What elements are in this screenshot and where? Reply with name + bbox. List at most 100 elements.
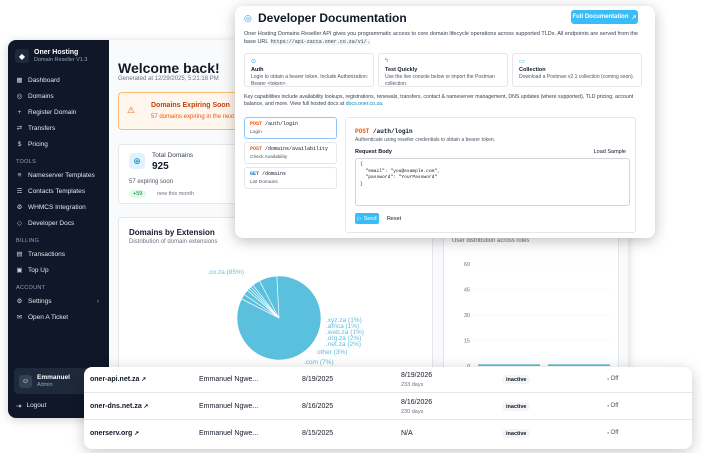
registered-cell: 8/19/2025: [302, 376, 334, 383]
console-path: /auth/login: [373, 128, 413, 135]
nav-section-tools: TOOLS: [16, 159, 37, 165]
endpoint-description: Login: [250, 130, 262, 135]
wallet-icon: ▣: [16, 267, 23, 274]
sidebar: ◆ Oner Hosting Domain Reseller V1.3 ▦ Das…: [8, 40, 109, 418]
console-endpoint: POST /auth/login: [355, 128, 413, 135]
pie-label: .org.za (2%): [326, 335, 361, 342]
billing-nav: ▤ Transactions ▣ Top Up: [8, 246, 109, 278]
stat-sub: 57 expiring soon: [129, 179, 174, 185]
capabilities-text: Key capabilities include availability lo…: [244, 94, 634, 107]
stat-value: 925: [152, 161, 169, 172]
auto-renew-toggle[interactable]: ● Off: [607, 430, 618, 436]
globe-icon: ◎: [16, 93, 23, 100]
status-dot-icon: ●: [607, 403, 611, 408]
feature-title: Test Quickly: [385, 67, 418, 73]
sidebar-item-label: Transactions: [28, 250, 65, 258]
sidebar-item-nameserver-templates[interactable]: ≡ Nameserver Templates: [8, 167, 109, 183]
sidebar-item-transactions[interactable]: ▤ Transactions: [8, 246, 109, 262]
endpoint-path: /domains/availability: [265, 146, 329, 152]
table-row[interactable]: oner-dns.net.za ↗ Emmanuel Ngwe... 8/16/20…: [84, 394, 692, 420]
pie-label: .co.za (85%): [208, 269, 245, 276]
docs-capabilities: Key capabilities include availability lo…: [244, 94, 648, 108]
registered-cell: 8/16/2025: [302, 403, 334, 410]
sidebar-item-domains[interactable]: ◎ Domains: [8, 88, 109, 104]
auto-renew-toggle[interactable]: ● Off: [607, 376, 618, 382]
logout-button[interactable]: ⇥ Logout: [16, 402, 46, 410]
main-content: Welcome back! Generated at 12/29/2025, 5…: [109, 40, 628, 418]
owner-cell: Emmanuel Ngwe...: [199, 376, 259, 383]
sidebar-item-top-up[interactable]: ▣ Top Up: [8, 262, 109, 278]
y-tick-label: 30: [464, 313, 470, 319]
request-body-editor[interactable]: { "email": "you@example.com", "password"…: [355, 158, 630, 206]
expiry-cell: N/A: [401, 430, 413, 437]
api-console: POST /auth/login Authenticate using rese…: [345, 117, 636, 233]
bar-admin: [478, 364, 540, 366]
domain-link[interactable]: oner-dns.net.za ↗: [90, 403, 148, 410]
sidebar-item-transfers[interactable]: ⇄ Transfers: [8, 120, 109, 136]
sidebar-item-label: Transfers: [28, 124, 56, 132]
plus-icon: +: [17, 108, 22, 116]
endpoint-item[interactable]: POST/auth/login Login: [244, 117, 337, 139]
new-domains-note: new this month: [157, 191, 194, 197]
brand-name: Oner Hosting: [34, 48, 79, 56]
sidebar-item-open-a-ticket[interactable]: ✉ Open A Ticket: [8, 309, 109, 325]
contacts-icon: ☰: [16, 188, 23, 195]
status-badge: inactive: [502, 402, 531, 411]
endpoint-item[interactable]: POST/domains/availability Check Availabil…: [244, 142, 337, 164]
sidebar-item-label: WHMCS Integration: [28, 203, 86, 211]
status-dot-icon: ●: [607, 430, 611, 435]
sidebar-item-label: Open A Ticket: [28, 313, 69, 321]
sidebar-item-settings[interactable]: ⚙ Settings ›: [8, 293, 109, 309]
bar-chart-subtitle: User distribution across roles: [452, 238, 530, 244]
ticket-icon: ✉: [16, 314, 23, 321]
chevron-right-icon: ›: [96, 297, 99, 305]
roles-chart-card: User distribution across roles 015304560…: [443, 225, 619, 387]
nav-section-billing: BILLING: [16, 238, 40, 244]
pie-chart-title: Domains by Extension: [129, 228, 215, 237]
docs-intro: Oner Hosting Domains Reseller API gives …: [244, 31, 644, 46]
full-documentation-button[interactable]: Full Documentation ↗: [571, 10, 638, 24]
owner-cell: Emmanuel Ngwe...: [199, 403, 259, 410]
warning-icon: ⚠: [127, 105, 136, 115]
dashboard-icon: ▦: [16, 77, 23, 84]
file-icon: ▭: [519, 59, 525, 65]
feature-title: Auth: [251, 67, 264, 73]
sidebar-item-developer-docs[interactable]: ◇ Developer Docs: [8, 215, 109, 231]
plug-icon: ⚙: [16, 204, 23, 211]
external-link-icon: ↗: [139, 377, 147, 383]
sidebar-item-dashboard[interactable]: ▦ Dashboard: [8, 72, 109, 88]
auto-renew-label: Off: [610, 430, 619, 436]
domain-link[interactable]: onerserv.org ↗: [90, 430, 139, 437]
send-button[interactable]: ▷ Send: [355, 213, 379, 224]
auto-renew-toggle[interactable]: ● Off: [607, 403, 618, 409]
sidebar-item-register-domain[interactable]: + Register Domain: [8, 104, 109, 120]
load-sample-button[interactable]: Load Sample: [593, 149, 626, 155]
sidebar-item-whmcs-integration[interactable]: ⚙ WHMCS Integration: [8, 199, 109, 215]
code-icon: ◎: [244, 13, 252, 23]
owner-cell: Emmanuel Ngwe...: [199, 430, 259, 437]
endpoint-method: POST: [250, 121, 263, 127]
sidebar-item-label: Domains: [28, 92, 54, 100]
brand[interactable]: ◆ Oner Hosting Domain Reseller V1.3: [8, 40, 109, 66]
page-title: Welcome back!: [118, 60, 220, 76]
docs-link[interactable]: docs.oner.co.za.: [345, 101, 384, 107]
feature-card-test-quickly: ϟ Test Quickly Use the live console below …: [378, 53, 508, 87]
table-row[interactable]: oner-api.net.za ↗ Emmanuel Ngwe... 8/19/20…: [84, 367, 692, 393]
endpoint-line: POST/domains/availability: [250, 146, 331, 152]
user-name: Emmanuel: [37, 373, 70, 381]
y-tick-label: 60: [464, 262, 470, 268]
server-icon: ≡: [17, 171, 22, 179]
logout-icon: ⇥: [16, 403, 22, 410]
expiry-cell: 8/16/2026: [401, 399, 433, 406]
endpoint-item[interactable]: GET/domains List Domains: [244, 167, 337, 189]
account-nav: ⚙ Settings › ✉ Open A Ticket: [8, 293, 109, 325]
reset-button[interactable]: Reset: [386, 215, 402, 222]
sidebar-item-pricing[interactable]: $ Pricing: [8, 136, 109, 152]
globe-icon: ⊕: [129, 153, 145, 169]
domain-link[interactable]: oner-api.net.za ↗: [90, 376, 146, 383]
transfer-icon: ⇄: [16, 125, 23, 132]
domain-name: oner-api.net.za: [90, 376, 140, 383]
sidebar-item-contacts-templates[interactable]: ☰ Contacts Templates: [8, 183, 109, 199]
endpoint-description: List Domains: [250, 180, 278, 185]
table-row[interactable]: onerserv.org ↗ Emmanuel Ngwe... 8/15/2025 N…: [84, 421, 692, 447]
